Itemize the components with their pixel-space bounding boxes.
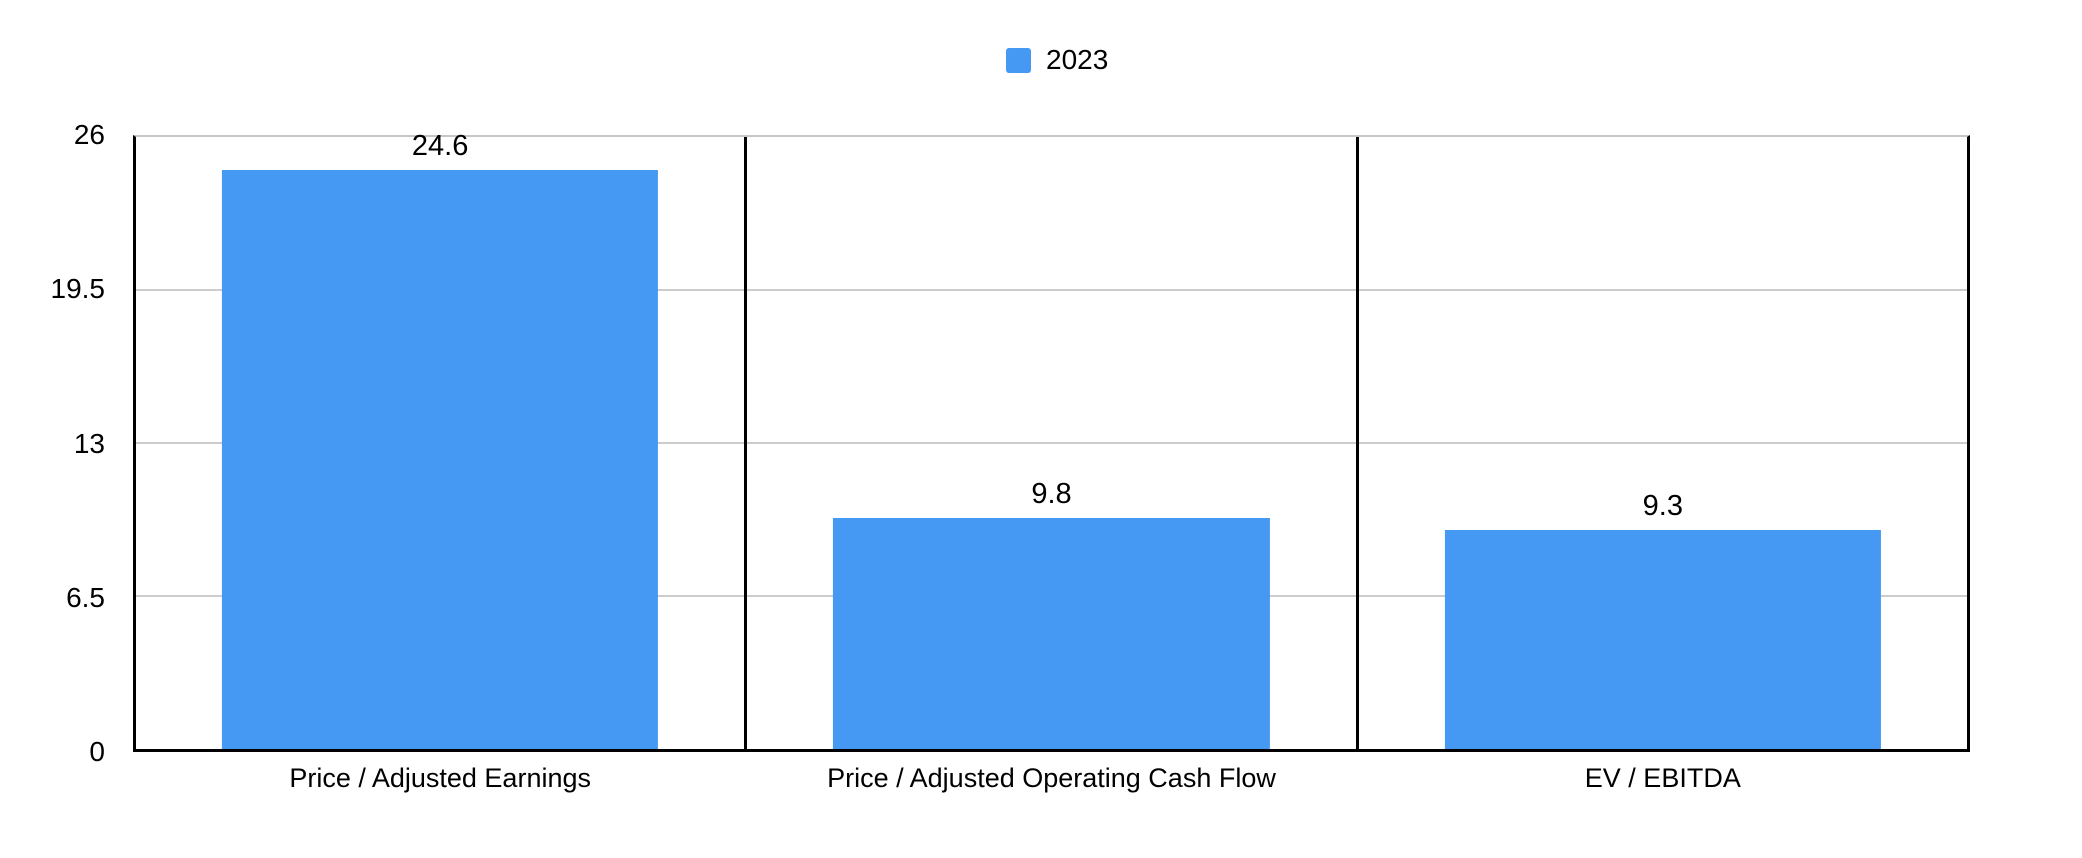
category-label-1: Price / Adjusted Earnings [289,763,591,793]
y-axis: 0 6.5 13 19.5 26 [0,121,106,766]
bar-value-label-1: 24.6 [411,129,469,162]
panel-3: 9.3 EV / EBITDA [1359,137,1967,792]
category-label-3: EV / EBITDA [1584,763,1741,793]
panels-row: 24.6 Price / Adjusted Earnings 9.8 Price / … [136,131,1967,792]
y-tick-label-13: 13 [73,427,105,459]
panel-1: 24.6 Price / Adjusted Earnings [136,131,748,792]
legend-swatch-icon [1006,47,1031,73]
y-tick-label-26: 26 [73,119,105,150]
plot-area: 24.6 Price / Adjusted Earnings 9.8 Price / … [133,131,1970,792]
y-tick-label-6.5: 6.5 [66,581,105,613]
gridline-19.5 [136,289,1967,291]
legend: 2023 [1006,46,1108,74]
bar-2023-2[interactable] [833,518,1270,749]
y-tick-label-0: 0 [89,736,105,767]
gridline-13 [136,442,1967,444]
bar-value-label-2: 9.8 [1031,478,1072,511]
panel-2: 9.8 Price / Adjusted Operating Cash Flow [747,137,1359,792]
y-tick-label-19.5: 19.5 [50,273,106,305]
bar-2023-1[interactable] [222,169,659,749]
category-label-2: Price / Adjusted Operating Cash Flow [827,763,1276,793]
bar-value-label-3: 9.3 [1642,490,1683,523]
bar-2023-3[interactable] [1444,530,1881,749]
legend-label: 2023 [1046,44,1109,75]
